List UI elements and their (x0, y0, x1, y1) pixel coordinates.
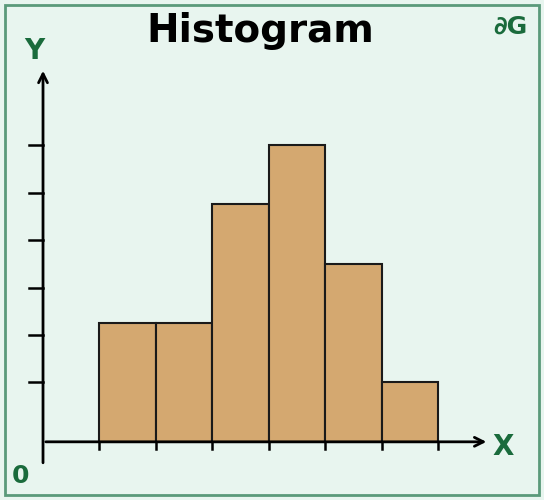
Text: ∂G: ∂G (493, 15, 528, 39)
Bar (325, 264, 382, 442)
Title: Histogram: Histogram (146, 12, 374, 50)
Bar (269, 145, 325, 442)
Bar (382, 382, 438, 442)
Text: X: X (492, 432, 514, 460)
Bar (156, 323, 213, 442)
Bar (213, 204, 269, 442)
Text: 0: 0 (11, 464, 29, 488)
Bar (100, 323, 156, 442)
Text: Y: Y (24, 37, 45, 65)
